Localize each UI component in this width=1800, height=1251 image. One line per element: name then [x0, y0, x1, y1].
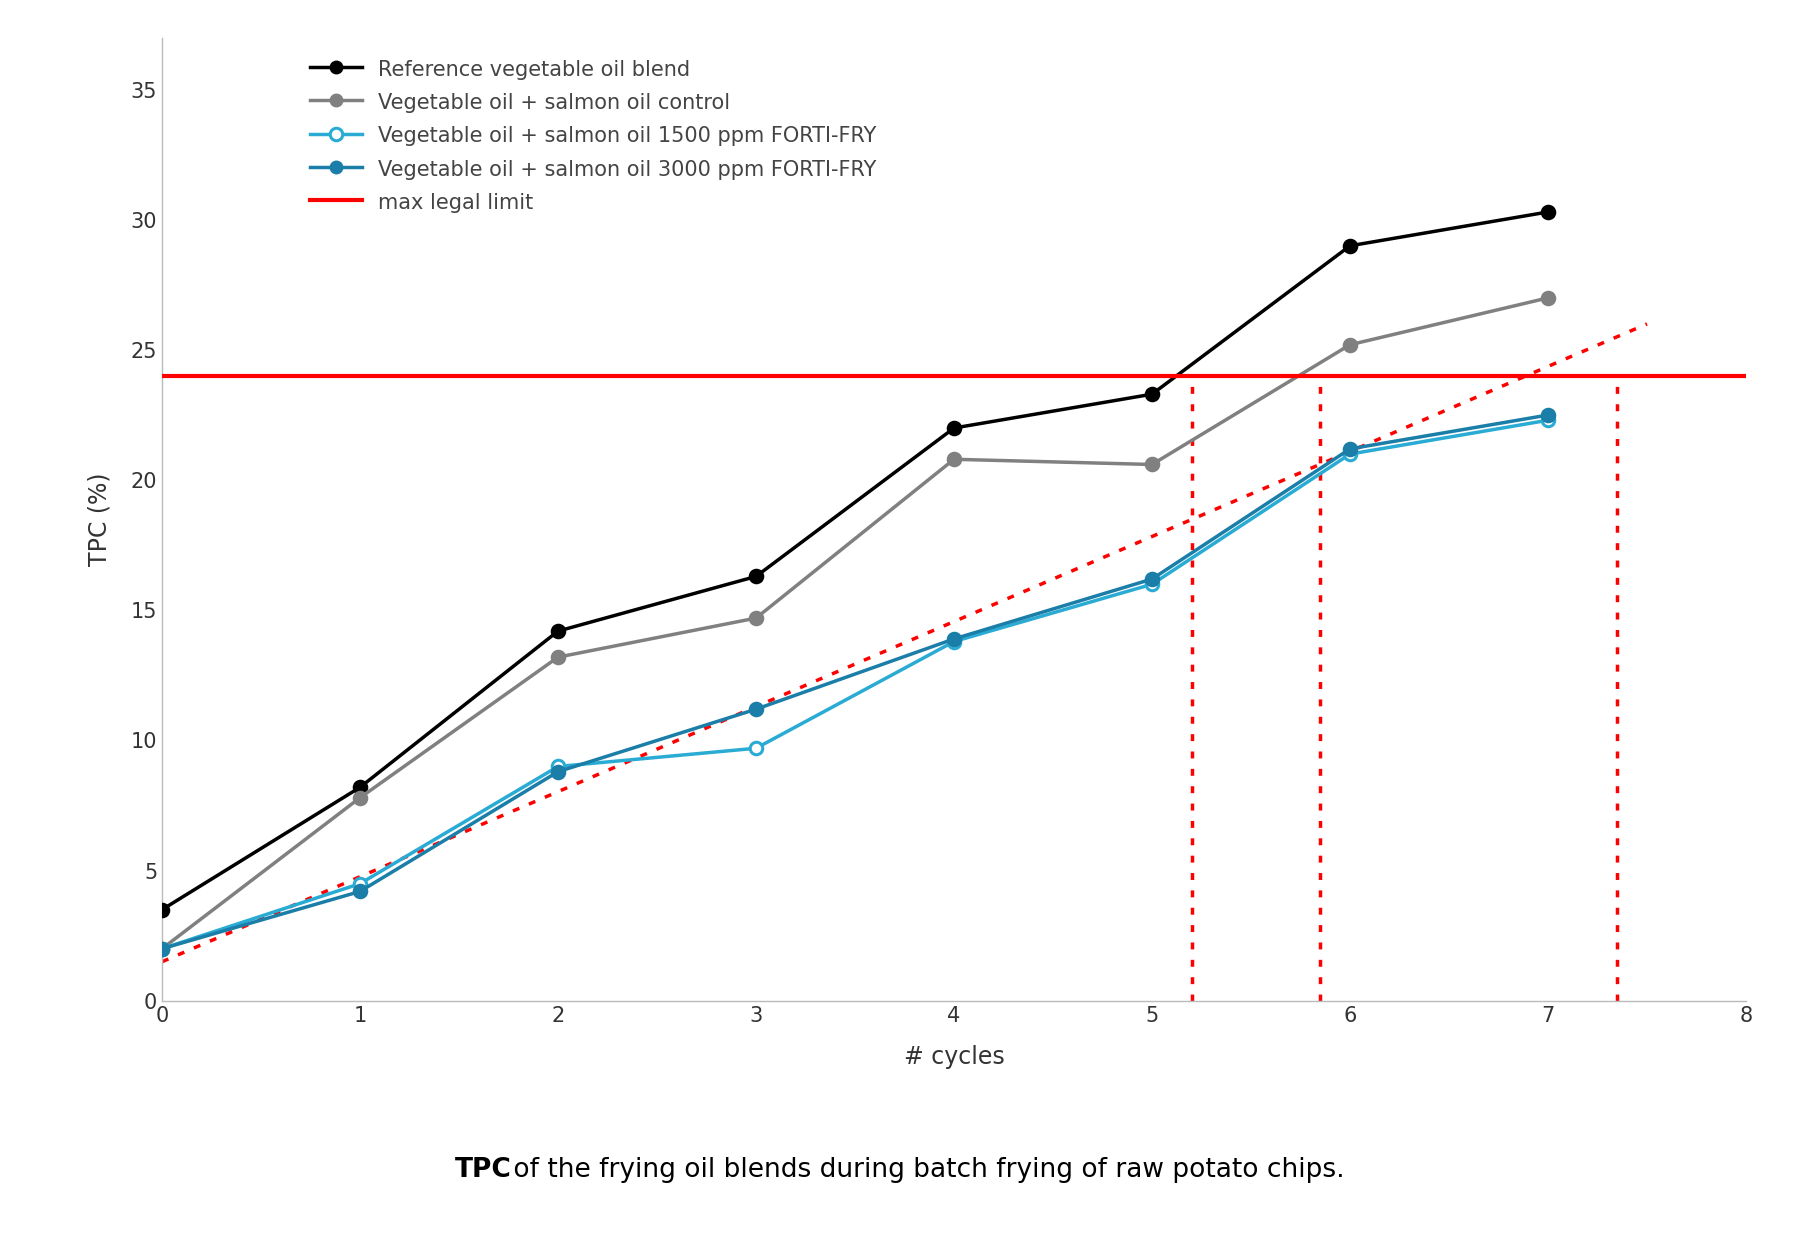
- Text: TPC: TPC: [455, 1157, 511, 1182]
- X-axis label: # cycles: # cycles: [904, 1045, 1004, 1070]
- Y-axis label: TPC (%): TPC (%): [86, 473, 112, 565]
- Text: of the frying oil blends during batch frying of raw potato chips.: of the frying oil blends during batch fr…: [506, 1157, 1345, 1182]
- Legend: Reference vegetable oil blend, Vegetable oil + salmon oil control, Vegetable oil: Reference vegetable oil blend, Vegetable…: [299, 48, 887, 223]
